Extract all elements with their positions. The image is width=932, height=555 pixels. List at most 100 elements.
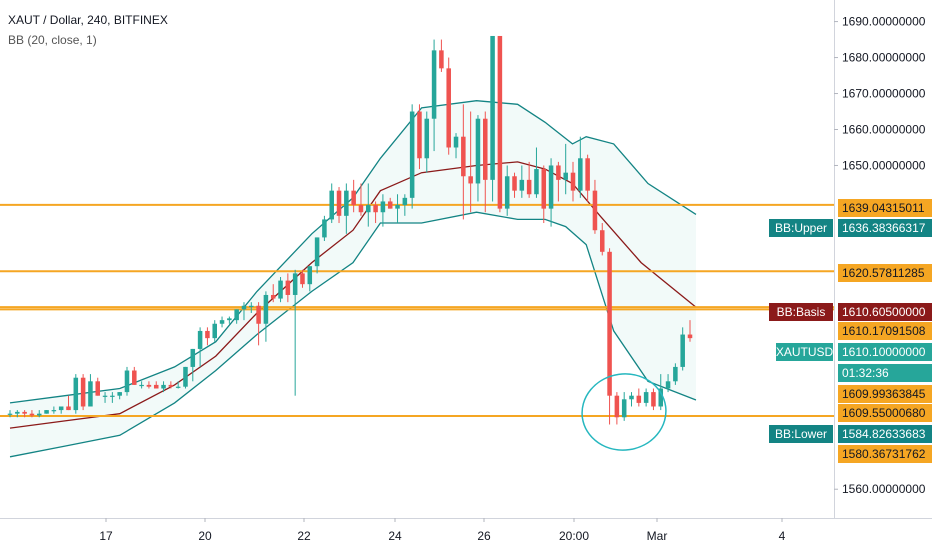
candle-body (58, 406, 64, 411)
series-name-label: BB:Upper (775, 221, 827, 235)
candle-body (183, 366, 188, 387)
y-tick-label: 1670.00000000 (842, 87, 926, 101)
bb-upper-line (9, 100, 697, 404)
series-name-box (769, 303, 833, 321)
price-label-box (838, 445, 932, 463)
price-label-box (838, 199, 932, 217)
candle-body (395, 205, 400, 209)
price-label-value: 01:32:36 (842, 366, 889, 380)
candle-body (227, 318, 232, 321)
candle-body (658, 388, 664, 407)
candle-body (534, 169, 539, 195)
price-label-value: 1610.17091508 (842, 324, 926, 338)
candle-body (548, 165, 554, 209)
candle-body (292, 273, 298, 295)
price-label-value: 1610.60500000 (842, 305, 926, 319)
candle-body (168, 384, 174, 387)
price-label-box (838, 425, 932, 443)
y-tick-label: 1650.00000000 (842, 158, 926, 172)
candle-body (124, 370, 130, 393)
candle-body (205, 330, 210, 339)
x-tick-label: 17 (99, 529, 113, 543)
candle-body (490, 35, 495, 180)
series-name-box (769, 219, 833, 237)
x-tick-label: 20:00 (559, 529, 589, 543)
x-tick-label: Mar (647, 529, 668, 543)
candle-body (585, 158, 590, 191)
candle-body (483, 118, 488, 180)
candle-body (132, 370, 137, 385)
candle-body (475, 118, 481, 184)
candle-body (300, 273, 305, 285)
x-tick-label: 22 (297, 529, 311, 543)
candle-body (373, 205, 378, 213)
candle-body (614, 395, 620, 418)
candle-body (526, 179, 532, 195)
candle-body (278, 280, 283, 299)
price-label-box (838, 322, 932, 340)
x-tick-label: 26 (477, 529, 491, 543)
candle-body (578, 158, 583, 191)
candle-body (314, 237, 320, 267)
candle-body (439, 50, 444, 69)
candle-body (249, 305, 254, 307)
price-label-box (838, 385, 932, 403)
candle-body (387, 201, 393, 209)
candle-body (110, 395, 115, 397)
price-label-box (838, 264, 932, 282)
price-label-value: 1609.99363845 (842, 387, 926, 401)
price-label-value: 1636.38366317 (842, 221, 926, 235)
annotation-circle[interactable] (577, 369, 671, 456)
chart-legend: XAUT / Dollar, 240, BITFINEX BB (20, clo… (8, 10, 168, 50)
candle-body (453, 136, 459, 148)
candle-body (556, 165, 561, 180)
candle-body (234, 309, 239, 321)
candle-body (636, 395, 642, 403)
chart-title: XAUT / Dollar, 240, BITFINEX (8, 13, 168, 27)
price-label-value: 1620.57811285 (842, 266, 925, 280)
candle-body (29, 413, 35, 416)
candle-body (190, 348, 196, 367)
candle-body (629, 395, 634, 400)
candle-body (51, 410, 57, 412)
candle-body (44, 410, 49, 414)
candle-body (219, 320, 225, 324)
candle-body (424, 118, 430, 159)
candle-body (175, 386, 181, 388)
candle-body (66, 406, 71, 411)
candle-body (336, 190, 342, 216)
candle-body (263, 294, 269, 324)
x-tick-label: 24 (388, 529, 402, 543)
y-tick-label: 1680.00000000 (842, 51, 926, 65)
candle-body (621, 399, 627, 418)
candle-body (380, 201, 386, 213)
candle-body (117, 392, 122, 396)
candle-body (241, 305, 247, 310)
candle-body (512, 176, 517, 191)
candle-body (270, 294, 276, 299)
candle-body (161, 384, 166, 389)
price-label-box (838, 343, 932, 361)
candle-body (673, 366, 678, 382)
bb-lower-line (9, 211, 697, 458)
candle-body (344, 190, 349, 216)
candle-body (541, 169, 547, 209)
candle-body (80, 377, 86, 407)
candle-body (102, 395, 108, 397)
candle-body (7, 413, 13, 415)
candle-body (329, 190, 334, 220)
candle-body (146, 384, 152, 387)
price-label-value: 1584.82633683 (842, 427, 926, 441)
candle-body (366, 205, 371, 213)
x-tick-label: 20 (198, 529, 212, 543)
candle-body (592, 190, 598, 231)
price-label-value: 1610.10000000 (842, 345, 926, 359)
series-name-box (769, 425, 833, 443)
bb-band-fill (10, 100, 696, 457)
candle-body (351, 190, 356, 206)
x-tick-label: 4 (779, 529, 786, 543)
candle-body (285, 280, 291, 295)
candle-body (651, 392, 656, 407)
